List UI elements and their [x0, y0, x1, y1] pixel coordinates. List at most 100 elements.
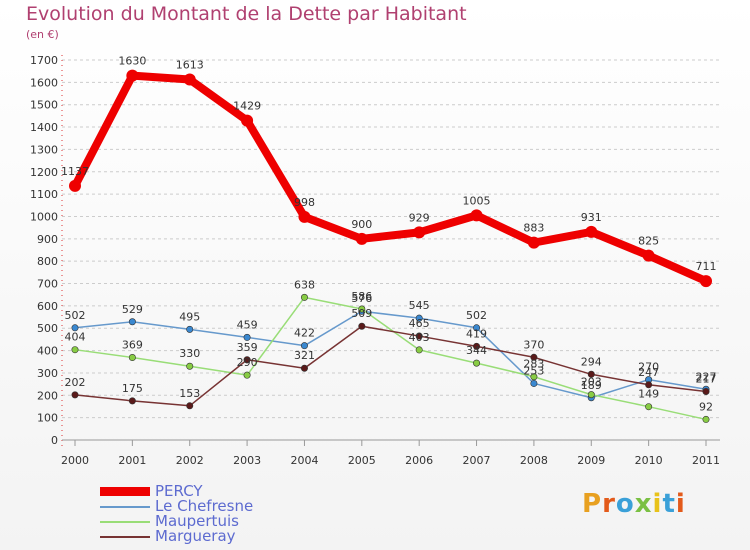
x-tick-label: 2000: [61, 454, 89, 467]
logo-letter: i: [675, 489, 686, 519]
data-label-le-chefresne: 529: [122, 303, 143, 316]
y-tick-label: 900: [37, 233, 58, 246]
data-point-le-chefresne: [530, 379, 538, 387]
y-tick-label: 400: [37, 345, 58, 358]
x-tick-label: 2004: [290, 454, 318, 467]
data-label-percy: 1613: [176, 58, 204, 71]
data-label-maupertuis: 203: [581, 376, 602, 389]
data-label-maupertuis: 369: [122, 339, 143, 352]
data-point-percy: [642, 249, 655, 262]
x-tick-label: 2009: [577, 454, 605, 467]
data-point-le-chefresne: [71, 324, 79, 332]
series-line-percy: [71, 71, 710, 286]
data-label-maupertuis: 330: [179, 347, 200, 360]
data-point-maupertuis: [128, 354, 136, 362]
data-label-le-chefresne: 545: [409, 299, 430, 312]
data-label-percy: 931: [581, 211, 602, 224]
data-point-margueray: [473, 342, 481, 350]
series-line-le-chefresne: [74, 310, 707, 399]
logo-letter: P: [582, 489, 603, 519]
data-label-maupertuis: 149: [638, 388, 659, 401]
data-point-percy: [700, 275, 712, 288]
y-tick-label: 1000: [30, 210, 58, 223]
data-point-maupertuis: [71, 346, 79, 354]
data-point-maupertuis: [300, 293, 308, 301]
data-label-margueray: 175: [122, 382, 143, 395]
data-label-le-chefresne: 422: [294, 327, 315, 340]
data-point-maupertuis: [415, 346, 423, 354]
y-tick-label: 700: [37, 278, 58, 291]
data-label-margueray: 321: [294, 349, 315, 362]
data-label-percy: 825: [638, 235, 659, 248]
proxiti-logo: Proxiti: [582, 489, 686, 519]
data-point-le-chefresne: [243, 333, 251, 341]
y-tick-label: 0: [51, 434, 58, 447]
x-tick-label: 2003: [233, 454, 261, 467]
data-label-maupertuis: 638: [294, 278, 315, 291]
data-point-le-chefresne: [300, 342, 308, 350]
x-tick-label: 2006: [405, 454, 433, 467]
data-point-percy: [126, 69, 139, 82]
data-label-margueray: 359: [237, 341, 258, 354]
data-point-margueray: [645, 381, 653, 389]
data-label-le-chefresne: 253: [523, 364, 544, 377]
logo-letter: i: [652, 489, 663, 519]
data-point-percy: [470, 209, 483, 222]
logo-letter: x: [634, 489, 653, 519]
data-label-le-chefresne: 227: [696, 370, 717, 383]
data-point-maupertuis: [530, 373, 538, 381]
data-point-le-chefresne: [128, 318, 136, 326]
data-label-margueray: 509: [351, 307, 372, 320]
data-label-margueray: 294: [581, 355, 602, 368]
data-label-percy: 1630: [118, 55, 146, 68]
data-label-percy: 1429: [233, 100, 261, 113]
data-label-le-chefresne: 459: [237, 318, 258, 331]
data-label-maupertuis: 92: [699, 400, 713, 413]
data-label-le-chefresne: 189: [581, 379, 602, 392]
data-label-maupertuis: 403: [409, 331, 430, 344]
data-label-maupertuis: 290: [237, 356, 258, 369]
legend-swatch-maupertuis: [100, 521, 150, 523]
legend-label-margueray: Margueray: [155, 527, 236, 545]
data-label-percy: 1137: [61, 165, 89, 178]
data-point-le-chefresne: [186, 325, 194, 333]
data-label-percy: 1005: [463, 194, 491, 207]
series-line-margueray: [74, 325, 707, 407]
x-tick-label: 2007: [463, 454, 491, 467]
x-tick-label: 2008: [520, 454, 548, 467]
data-point-maupertuis: [645, 403, 653, 411]
data-label-le-chefresne: 576: [351, 292, 372, 305]
data-label-le-chefresne: 495: [179, 310, 200, 323]
data-point-percy: [69, 179, 81, 192]
data-point-percy: [413, 226, 426, 239]
y-tick-label: 1600: [30, 76, 58, 89]
data-point-margueray: [358, 322, 366, 330]
data-label-maupertuis: 586: [351, 290, 372, 303]
y-tick-label: 1300: [30, 143, 58, 156]
data-point-percy: [585, 225, 598, 238]
legend-label-percy: PERCY: [155, 482, 203, 500]
data-label-percy: 883: [523, 222, 544, 235]
data-point-percy: [298, 210, 311, 223]
data-point-margueray: [243, 356, 251, 364]
y-tick-label: 1100: [30, 188, 58, 201]
legend-swatch-percy: [100, 487, 150, 496]
data-point-margueray: [300, 364, 308, 372]
x-tick-label: 2001: [118, 454, 146, 467]
data-point-margueray: [702, 387, 710, 395]
data-label-percy: 998: [294, 196, 315, 209]
chart-title: Evolution du Montant de la Dette par Hab…: [26, 3, 467, 25]
series-line-maupertuis: [74, 296, 707, 421]
data-point-maupertuis: [473, 359, 481, 367]
data-label-margueray: 465: [409, 317, 430, 330]
data-label-margueray: 202: [65, 376, 86, 389]
data-label-margueray: 370: [523, 338, 544, 351]
data-label-le-chefresne: 502: [65, 309, 86, 322]
y-tick-label: 500: [37, 322, 58, 335]
x-tick-label: 2011: [692, 454, 720, 467]
chart-subtitle: (en €): [26, 28, 59, 41]
data-label-margueray: 247: [638, 366, 659, 379]
y-tick-label: 200: [37, 389, 58, 402]
data-point-maupertuis: [702, 415, 710, 423]
